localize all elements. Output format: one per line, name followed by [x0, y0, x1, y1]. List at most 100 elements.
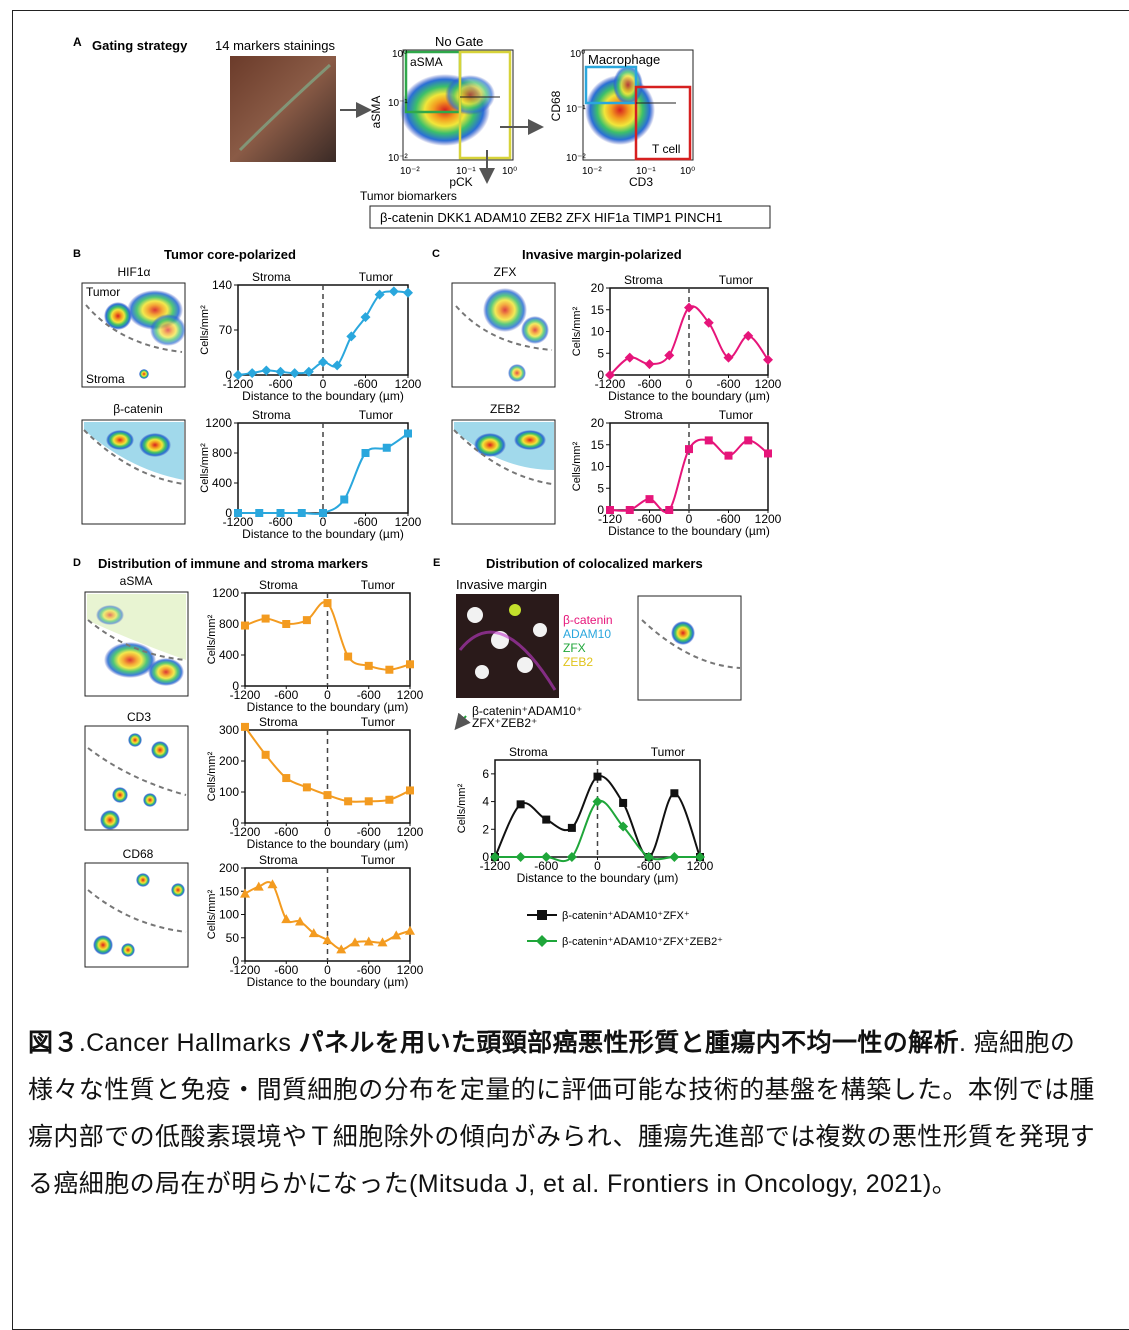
ytick-d2: 300 — [219, 723, 239, 737]
xtick-d2: 0 — [324, 825, 331, 839]
panel-d-letter: D — [73, 557, 81, 569]
data-point-d1-0 — [323, 599, 332, 608]
ytick-b2: 0 — [225, 506, 232, 520]
ytick-c2: 20 — [591, 416, 605, 430]
tumor-label-e: Tumor — [651, 745, 685, 759]
flow2-xtick: 10⁰ — [680, 166, 695, 177]
xtick-d1: 0 — [324, 688, 331, 702]
xtick-d3: 1200 — [397, 963, 424, 977]
tumor-label-d3: Tumor — [361, 853, 395, 867]
data-point-d3-0 — [253, 881, 264, 891]
ylabel-b2: Cells/mm² — [199, 443, 211, 493]
ytick-d3: 100 — [219, 908, 239, 922]
xtick-d3: -600 — [357, 963, 381, 977]
stroma-label-c2: Stroma — [624, 408, 663, 422]
stroma-label-d1: Stroma — [259, 578, 298, 592]
xtick-d1: 1200 — [397, 688, 424, 702]
data-point-e-1 — [695, 852, 705, 862]
tumor-label-b2: Tumor — [359, 408, 393, 422]
legend-series-1: β-catenin⁺ADAM10⁺ZFX⁺ — [562, 910, 690, 922]
tumor-label-c1: Tumor — [719, 273, 753, 287]
flow1-ylabel: aSMA — [369, 96, 383, 129]
data-point-b2-0 — [361, 449, 370, 457]
biomarkers-list: β-catenin DKK1 ADAM10 ZEB2 ZFX HIF1a TIM… — [380, 210, 722, 225]
panel-c-letter: C — [432, 248, 440, 260]
data-point-c1-0 — [703, 317, 714, 328]
stroma-label-e: Stroma — [509, 745, 548, 759]
data-point-d2-0 — [323, 791, 332, 800]
data-point-d1-0 — [302, 616, 311, 625]
data-point-d2-0 — [406, 786, 414, 795]
ytick-d2: 200 — [219, 754, 239, 768]
tumor-label-d2: Tumor — [361, 715, 395, 729]
data-point-d1-0 — [364, 661, 373, 670]
data-point-d3-0 — [240, 888, 250, 898]
map-zfx — [451, 282, 556, 388]
data-point-e-0 — [542, 815, 551, 824]
data-point-c1-0 — [664, 350, 675, 361]
flow1-xtick: 10⁻² — [400, 166, 420, 177]
data-point-d1-0 — [282, 620, 291, 628]
data-point-c2-0 — [704, 436, 713, 445]
panel-b-letter: B — [73, 248, 81, 260]
panel-a-title: Gating strategy — [92, 38, 188, 53]
fluorescence-image — [456, 594, 559, 698]
tumor-label-d1: Tumor — [361, 578, 395, 592]
data-point-d1-0 — [385, 665, 394, 674]
xtick-e: -600 — [637, 859, 661, 873]
stroma-label-d3: Stroma — [259, 853, 298, 867]
flow1-title: No Gate — [435, 34, 483, 49]
data-point-d3-0 — [267, 879, 278, 889]
ytick-c1: 15 — [591, 303, 605, 317]
map-colocalized — [637, 595, 742, 701]
data-point-d2-0 — [282, 774, 291, 783]
data-point-b1-0 — [388, 286, 399, 297]
data-point-d1-0 — [241, 621, 249, 630]
legend-beta-catenin: β-catenin — [563, 613, 613, 627]
data-point-b1-0 — [332, 360, 343, 371]
flow2-xtick: 10⁻² — [582, 166, 602, 177]
data-point-e-0 — [670, 789, 679, 798]
data-point-e-1 — [618, 821, 629, 832]
xtick-d3: -600 — [274, 963, 298, 977]
flow2-ytick: 10⁰ — [570, 49, 585, 60]
tumor-label-c2: Tumor — [719, 408, 753, 422]
data-point-d3-0 — [336, 944, 347, 954]
tcell-label: T cell — [652, 142, 680, 156]
xtick-c2: 1200 — [755, 512, 782, 526]
ytick-e: 4 — [482, 795, 489, 809]
flow1-xtick: 10⁰ — [502, 166, 517, 177]
map-title-zfx: ZFX — [494, 265, 517, 279]
data-point-c2-0 — [744, 436, 753, 445]
map-cd3 — [84, 725, 189, 831]
data-point-d1-0 — [344, 652, 353, 661]
biomarkers-label: Tumor biomarkers — [360, 189, 457, 203]
data-point-d2-0 — [344, 797, 353, 806]
series-line-d2-0 — [244, 726, 411, 803]
ytick-b1: 0 — [225, 368, 232, 382]
ytick-d1: 1200 — [212, 586, 239, 600]
xtick-b1: -1200 — [223, 377, 254, 391]
xtick-e: -600 — [534, 859, 558, 873]
data-point-c1-0 — [684, 302, 694, 313]
data-point-d3-0 — [405, 925, 415, 935]
xtick-d1: -600 — [274, 688, 298, 702]
data-point-c2-0 — [724, 451, 733, 460]
data-point-e-0 — [567, 823, 576, 832]
map-asma — [84, 591, 189, 697]
ytick-b2: 800 — [212, 446, 232, 460]
stroma-label-b1: Stroma — [252, 270, 291, 284]
arrow-label-2: ZFX⁺ZEB2⁺ — [472, 716, 537, 730]
flow2-xtick: 10⁻¹ — [636, 166, 656, 177]
map-title-cd3: CD3 — [127, 710, 151, 724]
xtick-d2: -600 — [274, 825, 298, 839]
data-point-b1-0 — [374, 289, 385, 300]
xtick-c2: -600 — [637, 512, 661, 526]
xtick-b2: -1200 — [223, 515, 254, 529]
data-point-c2-0 — [665, 506, 674, 514]
flow1-xlabel: pCK — [449, 175, 472, 189]
data-point-c2-0 — [625, 506, 634, 514]
ytick-d2: 0 — [232, 816, 239, 830]
flow-plot-no-gate — [400, 49, 514, 161]
ytick-d3: 200 — [219, 861, 239, 875]
